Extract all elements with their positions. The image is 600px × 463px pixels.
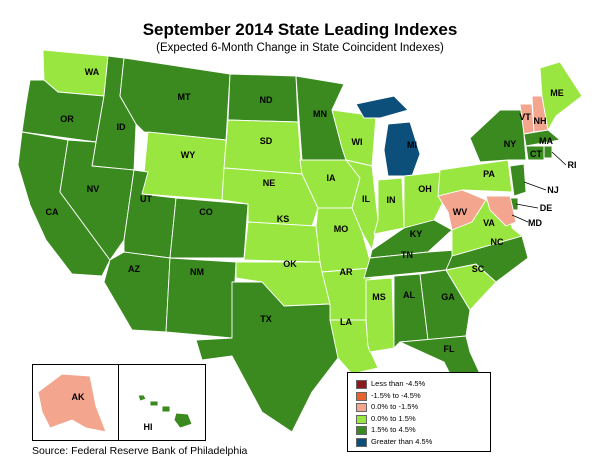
state-mt xyxy=(119,57,231,141)
state-label-az: AZ xyxy=(128,264,140,274)
state-label-wv: WV xyxy=(453,207,468,217)
state-label-ct: CT xyxy=(530,149,542,159)
state-md xyxy=(485,195,517,227)
hawaii-inset xyxy=(118,364,206,441)
state-label-ok: OK xyxy=(283,259,297,269)
legend-swatch xyxy=(356,426,367,435)
state-label-wi: WI xyxy=(352,137,363,147)
state-label-id: ID xyxy=(117,122,127,132)
legend-label: 0.0% to -1.5% xyxy=(371,402,419,411)
state-label-me: ME xyxy=(550,88,564,98)
state-ga xyxy=(419,269,471,341)
state-label-mt: MT xyxy=(178,92,191,102)
state-ak xyxy=(37,373,107,433)
state-label-ut: UT xyxy=(140,194,152,204)
state-label-ak: AK xyxy=(72,392,85,402)
state-ct xyxy=(525,145,545,161)
state-label-il: IL xyxy=(362,194,371,204)
state-label-md: MD xyxy=(528,218,542,228)
state-ma xyxy=(523,129,561,147)
legend-swatch xyxy=(356,391,367,401)
state-label-fl: FL xyxy=(444,344,455,354)
state-in xyxy=(373,177,405,235)
state-label-ky: KY xyxy=(410,229,423,239)
state-ms xyxy=(365,277,395,353)
leader-line xyxy=(511,214,529,223)
state-label-mo: MO xyxy=(334,224,349,234)
state-label-pa: PA xyxy=(483,169,495,179)
state-label-nv: NV xyxy=(87,184,100,194)
state-hi xyxy=(137,394,193,429)
state-label-or: OR xyxy=(60,114,74,124)
state-label-de: DE xyxy=(540,203,553,213)
state-me xyxy=(539,61,583,131)
state-label-ms: MS xyxy=(372,292,386,302)
state-label-ma: MA xyxy=(539,136,553,146)
state-wy xyxy=(141,131,227,201)
state-label-in: IN xyxy=(387,195,396,205)
state-label-mn: MN xyxy=(313,109,327,119)
state-label-nm: NM xyxy=(190,267,204,277)
leader-line xyxy=(515,203,539,209)
legend-label: 0.0% to 1.5% xyxy=(371,413,416,423)
state-label-va: VA xyxy=(483,218,495,228)
state-label-co: CO xyxy=(199,207,213,217)
legend-swatch xyxy=(356,380,367,389)
legend-label: 1.5% to 4.5% xyxy=(371,425,416,434)
state-tx xyxy=(195,281,339,433)
leader-line xyxy=(523,181,547,191)
state-label-nd: ND xyxy=(260,95,273,105)
state-label-ia: IA xyxy=(327,173,337,183)
state-label-hi: HI xyxy=(144,422,153,432)
state-sd xyxy=(223,119,303,175)
state-ny xyxy=(469,109,527,163)
state-label-ri: RI xyxy=(568,160,577,170)
state-label-ca: CA xyxy=(46,207,59,217)
state-label-ga: GA xyxy=(441,292,455,302)
state-label-wa: WA xyxy=(85,67,100,77)
legend-swatch xyxy=(356,437,367,447)
state-oh xyxy=(403,171,447,229)
state-label-tn: TN xyxy=(401,250,413,260)
state-pa xyxy=(437,159,513,197)
state-ks xyxy=(243,221,321,263)
state-label-ne: NE xyxy=(263,178,276,188)
state-label-nc: NC xyxy=(491,237,504,247)
state-label-wy: WY xyxy=(181,150,196,160)
map-subtitle: (Expected 6-Month Change in State Coinci… xyxy=(156,42,444,54)
legend-swatch xyxy=(356,414,367,424)
state-ri xyxy=(543,145,553,159)
state-label-ar: AR xyxy=(340,267,353,277)
state-label-ks: KS xyxy=(277,214,290,224)
legend-swatch xyxy=(356,403,367,412)
state-label-sd: SD xyxy=(260,136,273,146)
state-label-nj: NJ xyxy=(547,185,559,195)
state-label-oh: OH xyxy=(418,184,432,194)
state-label-mi: MI xyxy=(407,140,417,150)
state-nj xyxy=(509,163,527,197)
state-label-la: LA xyxy=(340,317,352,327)
leader-line xyxy=(551,151,567,166)
legend-label: -1.5% to -4.5% xyxy=(371,390,421,400)
legend-label: Less than -4.5% xyxy=(371,379,426,388)
state-label-ny: NY xyxy=(504,139,517,149)
state-label-vt: VT xyxy=(519,112,531,122)
alaska-inset xyxy=(32,364,119,441)
legend: Less than -4.5% -1.5% to -4.5% 0.0% to -1.… xyxy=(347,372,491,452)
legend-label: Greater than 4.5% xyxy=(371,436,433,446)
source-note: Source: Federal Reserve Bank of Philadel… xyxy=(32,445,248,457)
state-il xyxy=(345,159,379,251)
state-label-al: AL xyxy=(403,290,415,300)
state-label-nh: NH xyxy=(534,116,547,126)
map-title: September 2014 State Leading Indexes xyxy=(142,20,458,39)
state-label-sc: SC xyxy=(472,264,485,274)
state-label-tx: TX xyxy=(260,314,272,324)
